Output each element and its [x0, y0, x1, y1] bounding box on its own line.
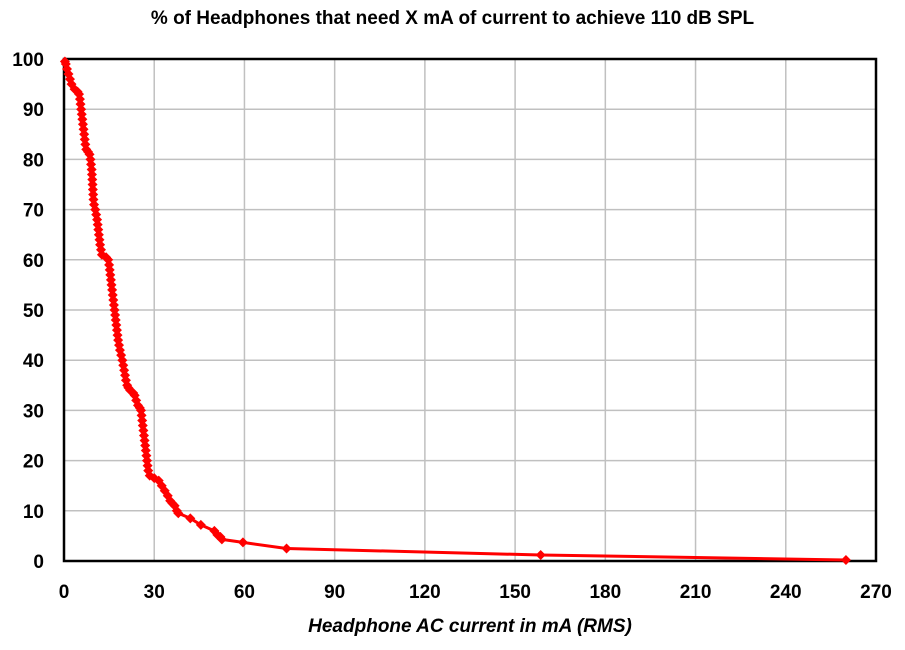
- x-axis-ticks: 0 30 60 90 120 150 180 210 240 270: [59, 582, 892, 603]
- y-tick-label: 70: [23, 201, 44, 222]
- y-tick-label: 90: [23, 100, 44, 121]
- y-axis-ticks: 0 10 20 30 40 50 60 70 80 90 100: [12, 50, 44, 573]
- y-tick-label: 60: [23, 251, 44, 272]
- y-tick-label: 40: [23, 351, 44, 372]
- data-point: [195, 519, 206, 530]
- data-point: [216, 534, 227, 545]
- x-tick-label: 30: [144, 582, 165, 603]
- x-tick-label: 0: [59, 582, 70, 603]
- data-point: [281, 543, 292, 554]
- gridlines: [63, 58, 877, 562]
- y-tick-label: 50: [23, 301, 44, 322]
- data-markers: [59, 56, 851, 565]
- x-tick-label: 240: [770, 582, 802, 603]
- plot-area: [62, 57, 878, 563]
- data-point: [173, 508, 184, 519]
- y-tick-label: 0: [33, 552, 44, 573]
- y-tick-label: 80: [23, 150, 44, 171]
- x-tick-label: 180: [589, 582, 621, 603]
- y-tick-label: 10: [23, 502, 44, 523]
- data-point: [185, 513, 196, 524]
- x-tick-label: 270: [860, 582, 892, 603]
- data-point: [237, 537, 248, 548]
- chart-title: % of Headphones that need X mA of curren…: [150, 8, 755, 29]
- x-axis-title: Headphone AC current in mA (RMS): [308, 616, 632, 637]
- y-tick-label: 20: [23, 452, 44, 473]
- x-tick-label: 150: [499, 582, 531, 603]
- y-tick-label: 30: [23, 401, 44, 422]
- data-point: [840, 554, 851, 565]
- x-tick-label: 210: [680, 582, 712, 603]
- x-tick-label: 120: [409, 582, 441, 603]
- y-tick-label: 100: [12, 50, 44, 71]
- data-point: [535, 549, 546, 560]
- x-tick-label: 60: [234, 582, 255, 603]
- x-tick-label: 90: [324, 582, 345, 603]
